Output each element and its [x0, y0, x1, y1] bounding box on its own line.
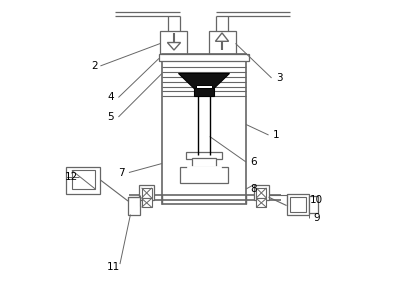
Bar: [256, 198, 266, 207]
Bar: [286, 194, 309, 215]
Polygon shape: [178, 73, 229, 88]
Bar: [160, 32, 187, 55]
Bar: [187, 166, 221, 172]
Bar: [196, 85, 212, 88]
Bar: [186, 152, 222, 159]
Bar: [194, 88, 214, 96]
Bar: [192, 158, 216, 167]
Bar: [254, 185, 268, 200]
Text: 4: 4: [108, 92, 114, 102]
Text: 12: 12: [65, 172, 79, 182]
Bar: [309, 196, 318, 213]
Text: 2: 2: [91, 61, 98, 71]
Bar: [162, 54, 246, 204]
Text: 1: 1: [273, 130, 279, 140]
Bar: [128, 197, 140, 215]
Text: 6: 6: [250, 157, 257, 167]
Bar: [256, 188, 266, 198]
Text: 7: 7: [118, 168, 125, 178]
Text: 5: 5: [108, 112, 114, 122]
Bar: [72, 170, 95, 189]
Polygon shape: [167, 42, 180, 50]
Bar: [180, 167, 228, 183]
Text: 3: 3: [276, 73, 282, 83]
Bar: [139, 185, 154, 200]
Bar: [159, 54, 249, 62]
Polygon shape: [215, 33, 229, 41]
Bar: [141, 198, 152, 207]
Bar: [66, 167, 100, 194]
Text: 10: 10: [310, 195, 323, 205]
Text: 8: 8: [250, 184, 257, 194]
Bar: [208, 32, 236, 55]
Text: 9: 9: [313, 212, 320, 222]
Bar: [290, 197, 306, 212]
Bar: [141, 188, 152, 198]
Text: 11: 11: [107, 262, 120, 272]
